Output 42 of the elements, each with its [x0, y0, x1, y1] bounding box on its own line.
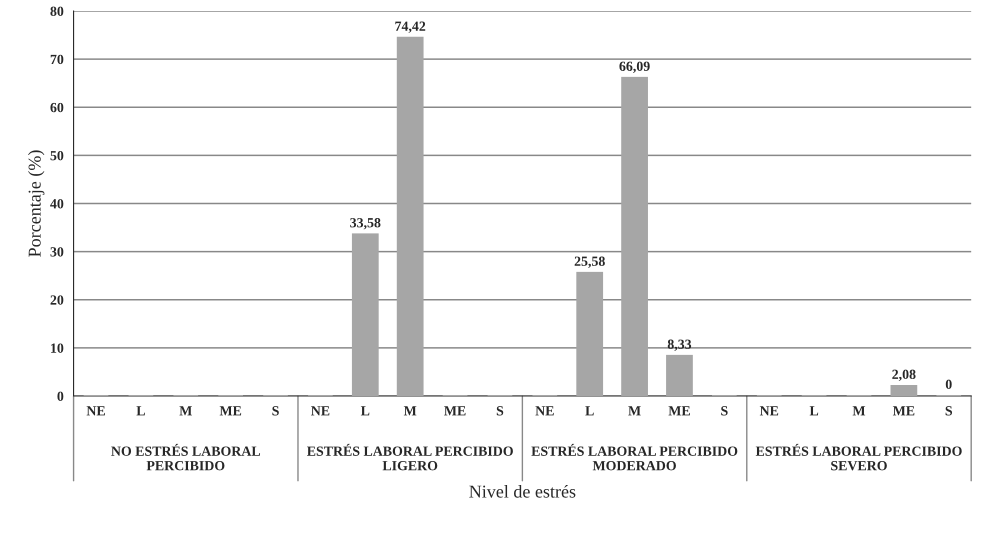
text: ESTRÉS LABORAL PERCIBIDO LIGERO: [306, 444, 513, 470]
x-tick-label: NE: [535, 406, 554, 416]
data-label: 8,33: [668, 340, 692, 351]
y-tick-label: 0: [57, 392, 64, 401]
y-tick-label: 30: [50, 247, 64, 257]
x-tick-label: ME: [444, 406, 466, 416]
text: NO ESTRÉS LABORAL PERCIBIDO: [111, 444, 260, 470]
data-label: 66,09: [619, 62, 650, 73]
x-tick-label: NE: [760, 406, 778, 416]
text: ESTRÉS LABORAL PERCIBIDO MODERADO: [531, 444, 738, 470]
y-tick-label: 70: [50, 54, 64, 64]
y-tick-label: 10: [51, 343, 64, 353]
x-tick-label: S: [272, 406, 279, 416]
x-tick-label: S: [496, 406, 504, 416]
text: ESTRÉS LABORAL PERCIBIDO SEVERO: [756, 444, 962, 470]
x-tick-label: S: [721, 406, 728, 416]
x-tick-label: L: [810, 406, 818, 416]
x-tick-label: L: [360, 406, 370, 416]
x-tick-label: M: [179, 406, 192, 416]
x-tick-label: ME: [892, 406, 914, 416]
y-tick-label: 40: [50, 199, 64, 208]
x-tick-label: L: [136, 406, 145, 416]
data-label: 0: [946, 380, 952, 390]
x-tick-label: NE: [311, 406, 330, 416]
x-tick-label: S: [946, 406, 952, 416]
y-tick-label: 50: [50, 150, 64, 160]
y-tick-label: 20: [50, 295, 64, 305]
y-tick-label: 60: [50, 102, 64, 112]
data-label: 33,58: [350, 218, 380, 230]
x-axis-title: Nivel de estrés: [469, 484, 576, 498]
x-tick-label: M: [404, 406, 416, 416]
x-tick-label: M: [628, 406, 641, 416]
y-tick-label: 80: [50, 6, 64, 16]
y-axis-title: Porcentaje (%): [28, 150, 44, 257]
x-tick-label: NE: [86, 406, 105, 416]
x-tick-label: M: [852, 406, 866, 416]
x-tick-label: ME: [220, 406, 242, 416]
x-tick-label: ME: [668, 406, 690, 416]
data-label: 2,08: [892, 370, 916, 382]
data-label: 74,42: [395, 22, 426, 33]
data-label: 25,58: [574, 256, 605, 268]
x-tick-label: L: [585, 406, 594, 416]
